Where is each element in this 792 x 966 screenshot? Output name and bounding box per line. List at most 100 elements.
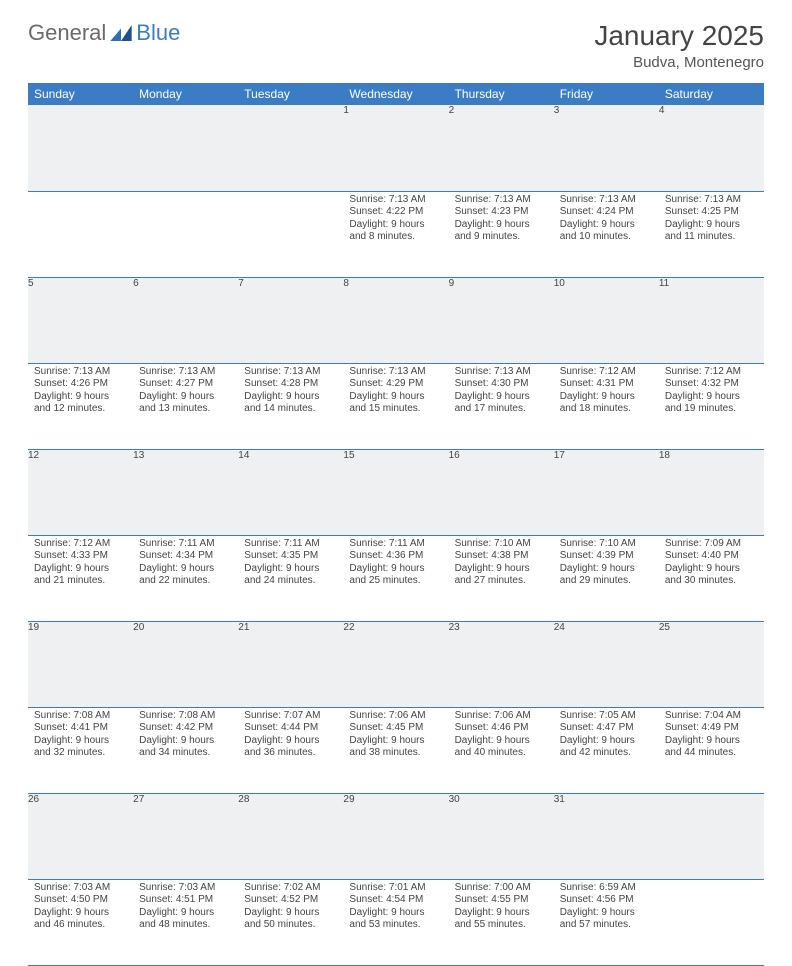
week-daynum-row: 1234 [28,105,764,191]
daylight-line: Daylight: 9 hours and 22 minutes. [139,563,232,588]
day-cell: Sunrise: 7:08 AMSunset: 4:42 PMDaylight:… [133,707,238,793]
daylight-line: Daylight: 9 hours and 40 minutes. [455,735,548,760]
day-number: 27 [133,793,238,879]
day-cell: Sunrise: 7:13 AMSunset: 4:30 PMDaylight:… [449,363,554,449]
day-cell: Sunrise: 7:00 AMSunset: 4:55 PMDaylight:… [449,879,554,965]
sunset-line: Sunset: 4:44 PM [244,722,337,735]
sunrise-line: Sunrise: 7:12 AM [560,366,653,379]
week-content-row: Sunrise: 7:12 AMSunset: 4:33 PMDaylight:… [28,535,764,621]
sunrise-line: Sunrise: 7:05 AM [560,710,653,723]
day-number: 31 [554,793,659,879]
day-header: Saturday [659,83,764,105]
day-number: 13 [133,449,238,535]
brand-word-1: General [28,20,106,46]
sunset-line: Sunset: 4:49 PM [665,722,758,735]
sunset-line: Sunset: 4:47 PM [560,722,653,735]
day-number: 9 [449,277,554,363]
day-number: 23 [449,621,554,707]
day-cell: Sunrise: 7:11 AMSunset: 4:35 PMDaylight:… [238,535,343,621]
day-header: Sunday [28,83,133,105]
sunset-line: Sunset: 4:22 PM [349,206,442,219]
day-number: 26 [28,793,133,879]
sunset-line: Sunset: 4:36 PM [349,550,442,563]
day-number: 7 [238,277,343,363]
sunrise-line: Sunrise: 7:03 AM [139,882,232,895]
daylight-line: Daylight: 9 hours and 10 minutes. [560,219,653,244]
sunset-line: Sunset: 4:41 PM [34,722,127,735]
sunset-line: Sunset: 4:42 PM [139,722,232,735]
day-number: 19 [28,621,133,707]
sunrise-line: Sunrise: 7:13 AM [349,366,442,379]
brand-logo: General Blue [28,20,180,46]
sunrise-line: Sunrise: 7:08 AM [34,710,127,723]
sunset-line: Sunset: 4:27 PM [139,378,232,391]
day-cell: Sunrise: 7:12 AMSunset: 4:32 PMDaylight:… [659,363,764,449]
title-block: January 2025 Budva, Montenegro [594,20,764,71]
daylight-line: Daylight: 9 hours and 29 minutes. [560,563,653,588]
sunset-line: Sunset: 4:26 PM [34,378,127,391]
day-cell: Sunrise: 7:11 AMSunset: 4:34 PMDaylight:… [133,535,238,621]
sunset-line: Sunset: 4:35 PM [244,550,337,563]
sunrise-line: Sunrise: 7:13 AM [560,194,653,207]
sunrise-line: Sunrise: 7:11 AM [139,538,232,551]
day-cell: Sunrise: 7:13 AMSunset: 4:28 PMDaylight:… [238,363,343,449]
sunrise-line: Sunrise: 7:09 AM [665,538,758,551]
day-cell [238,191,343,277]
sunset-line: Sunset: 4:30 PM [455,378,548,391]
location: Budva, Montenegro [594,54,764,71]
day-number: 15 [343,449,448,535]
daylight-line: Daylight: 9 hours and 46 minutes. [34,907,127,932]
sunset-line: Sunset: 4:51 PM [139,894,232,907]
sunrise-line: Sunrise: 7:13 AM [139,366,232,379]
sunrise-line: Sunrise: 7:11 AM [349,538,442,551]
day-number: 25 [659,621,764,707]
sunrise-line: Sunrise: 7:13 AM [244,366,337,379]
sunset-line: Sunset: 4:40 PM [665,550,758,563]
sunrise-line: Sunrise: 7:08 AM [139,710,232,723]
daylight-line: Daylight: 9 hours and 44 minutes. [665,735,758,760]
sunrise-line: Sunrise: 7:13 AM [665,194,758,207]
day-cell [28,191,133,277]
daylight-line: Daylight: 9 hours and 8 minutes. [349,219,442,244]
daylight-line: Daylight: 9 hours and 15 minutes. [349,391,442,416]
day-cell: Sunrise: 7:13 AMSunset: 4:24 PMDaylight:… [554,191,659,277]
daylight-line: Daylight: 9 hours and 13 minutes. [139,391,232,416]
daylight-line: Daylight: 9 hours and 42 minutes. [560,735,653,760]
sunrise-line: Sunrise: 7:10 AM [560,538,653,551]
sunrise-line: Sunrise: 7:06 AM [455,710,548,723]
day-number: 17 [554,449,659,535]
daylight-line: Daylight: 9 hours and 50 minutes. [244,907,337,932]
day-cell: Sunrise: 7:13 AMSunset: 4:25 PMDaylight:… [659,191,764,277]
sunrise-line: Sunrise: 7:13 AM [455,194,548,207]
day-cell: Sunrise: 7:08 AMSunset: 4:41 PMDaylight:… [28,707,133,793]
day-header: Wednesday [343,83,448,105]
week-daynum-row: 12131415161718 [28,449,764,535]
sunrise-line: Sunrise: 7:04 AM [665,710,758,723]
sunset-line: Sunset: 4:39 PM [560,550,653,563]
sunrise-line: Sunrise: 7:00 AM [455,882,548,895]
day-number: 24 [554,621,659,707]
sunset-line: Sunset: 4:55 PM [455,894,548,907]
day-number: 6 [133,277,238,363]
day-cell: Sunrise: 7:01 AMSunset: 4:54 PMDaylight:… [343,879,448,965]
sunrise-line: Sunrise: 7:11 AM [244,538,337,551]
sunset-line: Sunset: 4:29 PM [349,378,442,391]
day-number: 30 [449,793,554,879]
day-header: Tuesday [238,83,343,105]
day-number: 2 [449,105,554,191]
week-content-row: Sunrise: 7:08 AMSunset: 4:41 PMDaylight:… [28,707,764,793]
day-cell: Sunrise: 7:02 AMSunset: 4:52 PMDaylight:… [238,879,343,965]
day-number [133,105,238,191]
sunset-line: Sunset: 4:52 PM [244,894,337,907]
sunset-line: Sunset: 4:28 PM [244,378,337,391]
day-number: 14 [238,449,343,535]
daylight-line: Daylight: 9 hours and 21 minutes. [34,563,127,588]
daylight-line: Daylight: 9 hours and 25 minutes. [349,563,442,588]
sunrise-line: Sunrise: 7:10 AM [455,538,548,551]
sunrise-line: Sunrise: 7:13 AM [455,366,548,379]
day-number: 28 [238,793,343,879]
sunset-line: Sunset: 4:50 PM [34,894,127,907]
day-cell: Sunrise: 7:10 AMSunset: 4:38 PMDaylight:… [449,535,554,621]
daylight-line: Daylight: 9 hours and 48 minutes. [139,907,232,932]
sunset-line: Sunset: 4:32 PM [665,378,758,391]
